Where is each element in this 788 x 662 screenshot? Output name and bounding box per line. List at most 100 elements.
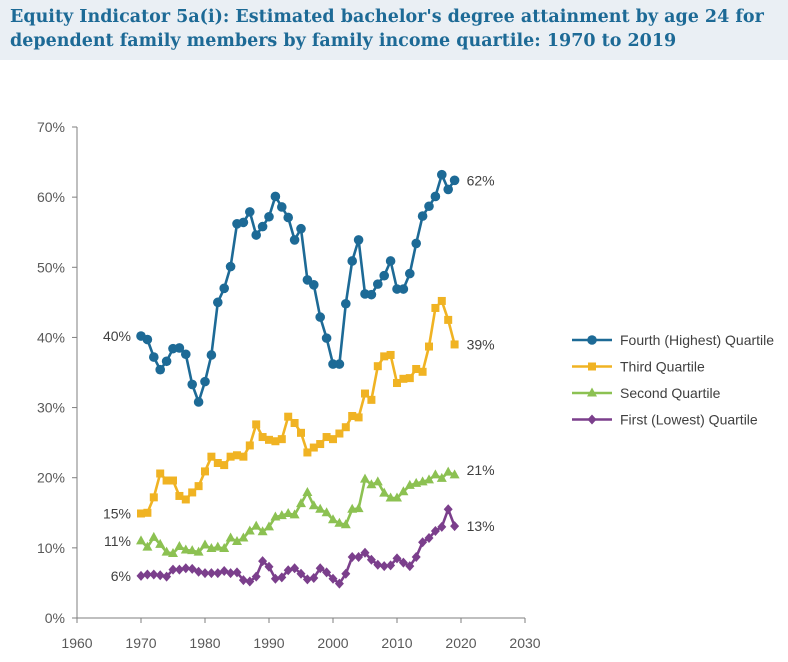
x-tick-label: 1970 <box>125 635 156 651</box>
data-point-second-quartile <box>264 521 274 531</box>
data-point-second-quartile <box>379 487 390 497</box>
data-point-first-lowest-quartile <box>315 563 325 574</box>
data-point-first-lowest-quartile <box>405 561 415 572</box>
data-point-second-quartile <box>302 486 313 496</box>
data-point-third-quartile <box>265 435 273 444</box>
data-point-first-lowest-quartile <box>328 573 338 584</box>
data-point-second-quartile <box>257 526 268 536</box>
data-point-fourth-highest-quartile <box>430 191 441 202</box>
data-point-fourth-highest-quartile <box>149 352 159 362</box>
data-point-second-quartile <box>251 520 262 530</box>
data-point-first-lowest-quartile <box>379 561 389 572</box>
data-point-first-lowest-quartile <box>398 557 408 568</box>
data-point-fourth-highest-quartile <box>193 397 204 407</box>
data-point-third-quartile <box>143 508 152 517</box>
data-point-first-lowest-quartile <box>181 563 191 574</box>
data-point-third-quartile <box>367 395 376 404</box>
data-point-third-quartile <box>188 488 197 497</box>
data-point-second-quartile <box>289 509 300 519</box>
data-point-third-quartile <box>149 493 158 502</box>
data-point-third-quartile <box>437 296 446 305</box>
data-point-third-quartile <box>245 441 254 450</box>
data-point-second-quartile <box>385 492 396 502</box>
legend-marker-fourth-highest-quartile <box>587 335 597 345</box>
data-point-first-lowest-quartile <box>296 568 306 579</box>
data-point-third-quartile <box>425 342 433 351</box>
data-point-fourth-highest-quartile <box>174 343 185 353</box>
data-point-first-lowest-quartile <box>251 571 261 582</box>
data-point-first-lowest-quartile <box>174 564 184 575</box>
data-point-third-quartile <box>399 374 408 383</box>
x-tick-label: 2000 <box>317 635 348 651</box>
data-point-first-lowest-quartile <box>392 553 402 564</box>
data-point-third-quartile <box>309 443 318 452</box>
data-point-fourth-highest-quartile <box>277 202 287 212</box>
data-point-first-lowest-quartile <box>360 547 370 558</box>
data-point-third-quartile <box>239 452 248 461</box>
data-point-fourth-highest-quartile <box>257 221 268 232</box>
data-point-third-quartile <box>393 379 401 388</box>
data-point-second-quartile <box>193 546 204 556</box>
data-point-second-quartile <box>142 541 153 551</box>
start-label-fourth-highest-quartile: 40% <box>103 328 131 344</box>
data-point-second-quartile <box>296 498 306 508</box>
data-point-fourth-highest-quartile <box>187 379 197 390</box>
data-point-first-lowest-quartile <box>322 567 332 578</box>
data-point-second-quartile <box>161 546 172 556</box>
data-point-fourth-highest-quartile <box>213 297 223 308</box>
y-tick-label: 10% <box>37 540 65 556</box>
data-point-fourth-highest-quartile <box>289 235 300 245</box>
data-point-third-quartile <box>431 303 440 312</box>
data-point-fourth-highest-quartile <box>398 284 409 294</box>
data-point-third-quartile <box>213 458 222 467</box>
start-label-first-lowest-quartile: 6% <box>111 568 131 584</box>
data-point-third-quartile <box>290 419 299 428</box>
data-point-third-quartile <box>373 362 382 371</box>
data-point-fourth-highest-quartile <box>373 279 383 289</box>
legend-marker-first-lowest-quartile <box>587 414 597 425</box>
start-label-second-quartile: 11% <box>104 533 131 549</box>
data-point-fourth-highest-quartile <box>353 235 364 245</box>
legend-marker-third-quartile <box>588 362 596 371</box>
data-point-first-lowest-quartile <box>411 551 421 562</box>
data-point-second-quartile <box>187 545 198 555</box>
y-tick-label: 70% <box>37 119 65 135</box>
data-point-third-quartile <box>252 420 261 429</box>
data-point-third-quartile <box>418 367 427 376</box>
data-point-fourth-highest-quartile <box>341 298 351 309</box>
data-point-first-lowest-quartile <box>168 564 178 575</box>
data-point-fourth-highest-quartile <box>206 350 217 360</box>
data-point-third-quartile <box>316 440 325 449</box>
data-point-first-lowest-quartile <box>213 568 223 579</box>
data-point-first-lowest-quartile <box>347 551 357 562</box>
data-point-first-lowest-quartile <box>149 569 159 580</box>
data-point-second-quartile <box>340 519 351 529</box>
start-label-third-quartile: 15% <box>103 505 131 521</box>
data-point-first-lowest-quartile <box>155 570 165 581</box>
data-point-first-lowest-quartile <box>200 568 210 579</box>
data-point-third-quartile <box>194 482 203 491</box>
x-tick-label: 1960 <box>61 635 92 651</box>
legend-label-first-lowest-quartile: First (Lowest) Quartile <box>620 412 758 428</box>
data-point-fourth-highest-quartile <box>334 359 345 369</box>
data-point-third-quartile <box>405 374 414 383</box>
data-point-fourth-highest-quartile <box>181 349 191 360</box>
data-point-second-quartile <box>283 507 294 517</box>
data-point-first-lowest-quartile <box>386 560 396 571</box>
data-point-second-quartile <box>366 479 377 489</box>
data-point-fourth-highest-quartile <box>315 312 326 322</box>
data-point-second-quartile <box>430 469 441 479</box>
legend-label-second-quartile: Second Quartile <box>620 385 721 401</box>
data-point-first-lowest-quartile <box>430 526 440 537</box>
data-point-third-quartile <box>201 467 209 476</box>
data-point-fourth-highest-quartile <box>296 223 306 234</box>
data-point-fourth-highest-quartile <box>449 175 460 186</box>
data-point-fourth-highest-quartile <box>424 201 434 212</box>
data-point-first-lowest-quartile <box>302 574 312 585</box>
data-point-third-quartile <box>297 428 305 437</box>
data-point-second-quartile <box>449 469 460 479</box>
title-bar: Equity Indicator 5a(i): Estimated bachel… <box>0 0 788 60</box>
data-point-second-quartile <box>443 466 454 476</box>
data-point-first-lowest-quartile <box>418 537 428 548</box>
